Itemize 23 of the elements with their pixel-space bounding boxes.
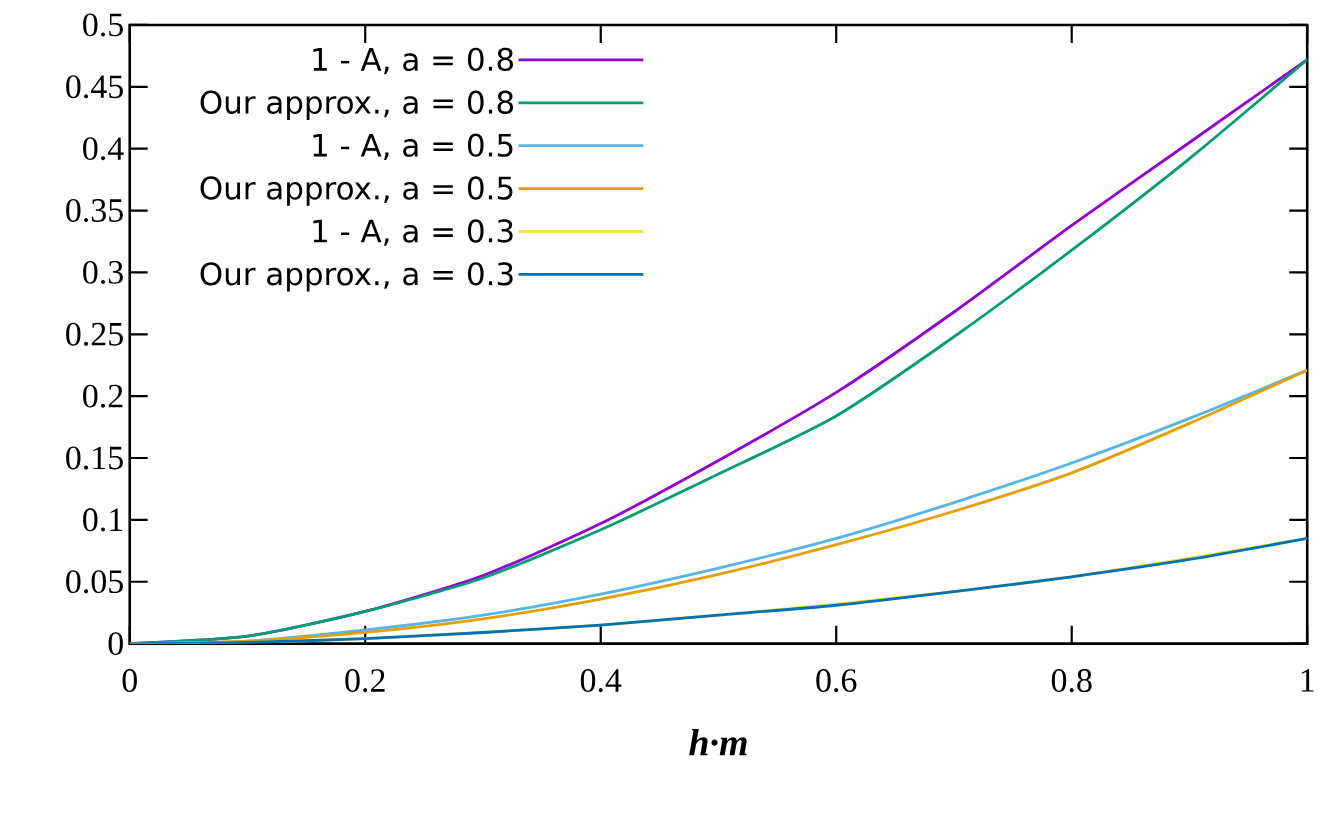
legend-label: 1 - A, a = 0.8 (313, 47, 514, 75)
y-tick-label: 0.3 (83, 260, 123, 284)
y-tick-label: 0.1 (83, 508, 123, 532)
x-tick-label: 0.8 (1051, 668, 1092, 693)
legend-label: 1 - A, a = 0.5 (313, 133, 513, 160)
legend-label: 1 - A, a = 0.3 (313, 219, 513, 246)
legend-label: Our approx., a = 0.8 (200, 90, 514, 120)
y-tick-label: 0.25 (66, 322, 123, 346)
legend-label: Our approx., a = 0.3 (200, 262, 513, 292)
y-tick-label: 0.35 (66, 198, 123, 222)
y-tick-label: 0.5 (83, 13, 123, 37)
x-axis-title: h·m (689, 728, 747, 756)
x-tick-label: 0.4 (580, 668, 622, 693)
y-tick-label: 0.4 (83, 137, 124, 161)
y-tick-label: 0 (108, 632, 123, 655)
x-tick-label: 0.2 (345, 668, 385, 693)
y-tick-label: 0.2 (83, 384, 123, 408)
y-tick-label: 0.45 (66, 75, 123, 99)
x-tick-label: 1 (1301, 668, 1314, 692)
y-tick-label: 0.15 (66, 446, 123, 470)
y-tick-label: 0.05 (66, 570, 123, 594)
legend-label: Our approx., a = 0.5 (200, 176, 513, 206)
x-tick-label: 0.6 (816, 668, 857, 693)
